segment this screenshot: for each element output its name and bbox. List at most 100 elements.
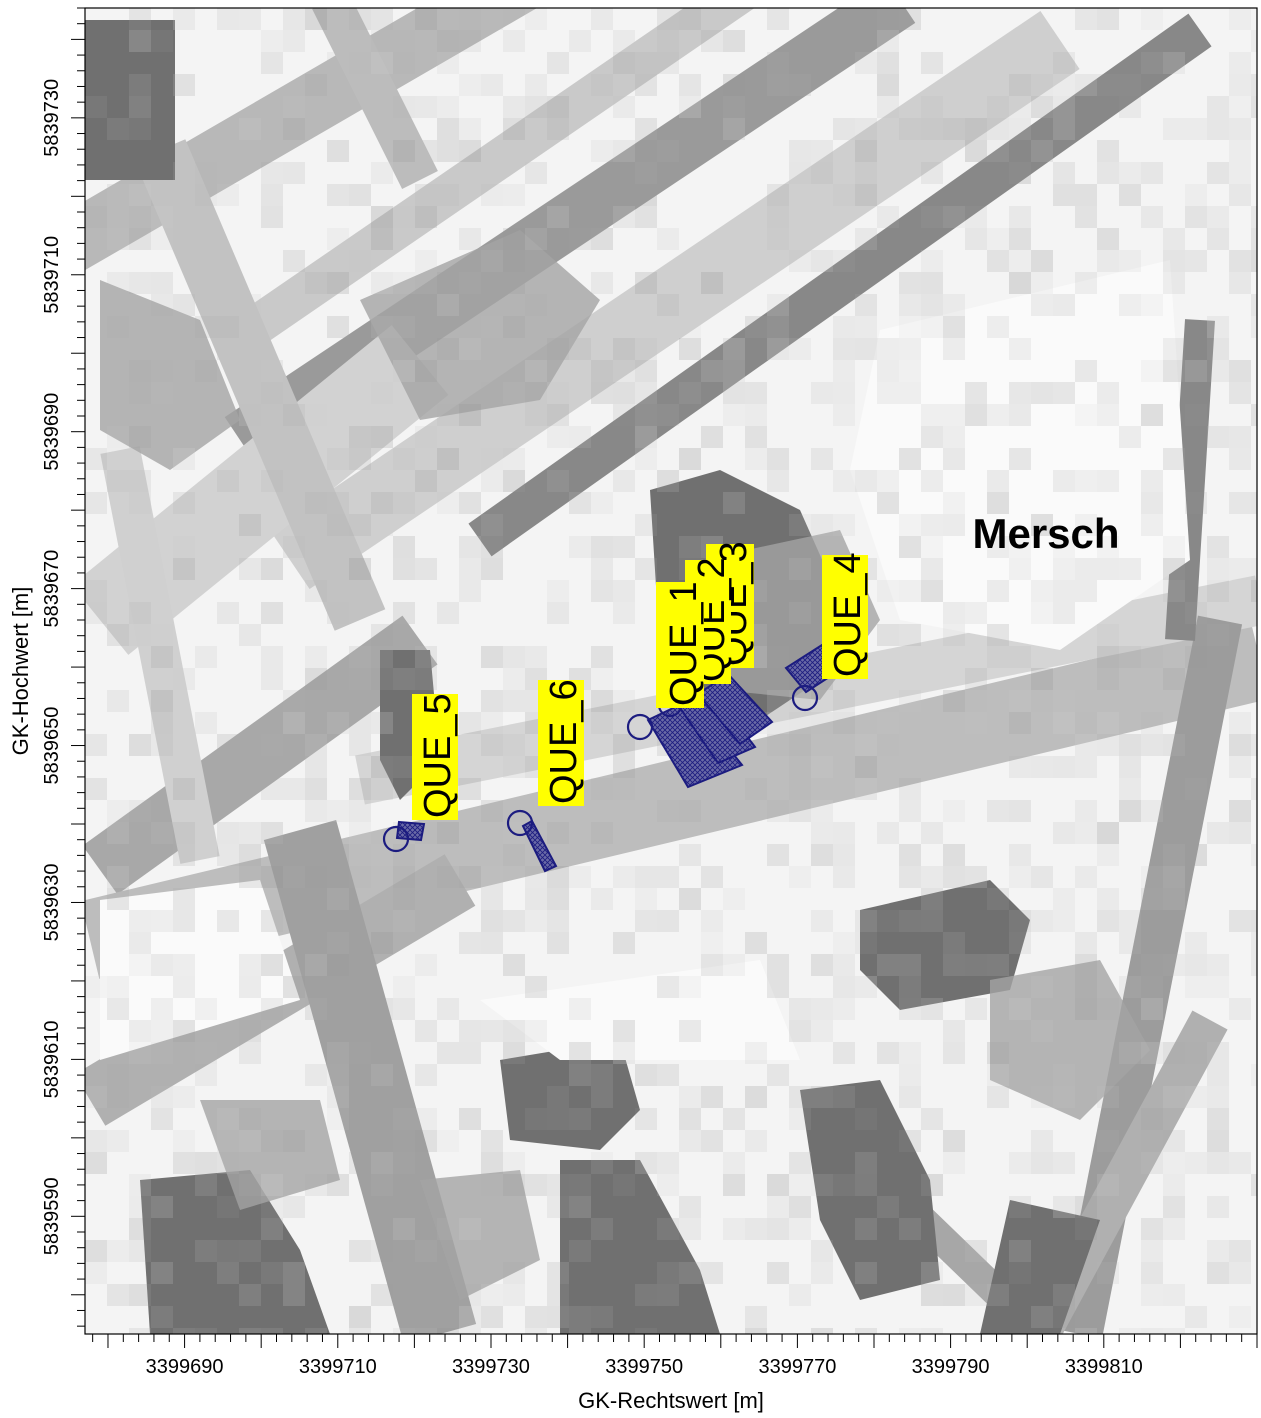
raster-cell [679,1020,701,1042]
source-marker-que-6[interactable] [506,809,534,837]
raster-cell [437,1130,459,1152]
raster-cell [327,1108,349,1130]
raster-cell [547,118,569,140]
raster-cell [129,74,151,96]
raster-cell [833,778,855,800]
raster-cell [415,1064,437,1086]
raster-cell [481,1174,503,1196]
raster-cell [261,206,283,228]
raster-cell [965,140,987,162]
raster-cell [283,1130,305,1152]
raster-cell [679,888,701,910]
raster-cell [1009,844,1031,866]
y-axis-title: GK-Hochwert [m] [8,587,33,756]
raster-cell [107,1130,129,1152]
raster-cell [1119,756,1141,778]
x-tick-label: 3399690 [146,1356,224,1378]
raster-cell [899,800,921,822]
raster-cell [239,844,261,866]
raster-cell [1229,118,1251,140]
raster-cell [129,800,151,822]
raster-cell [855,1174,877,1196]
raster-cell [415,470,437,492]
raster-cell [283,162,305,184]
raster-cell [503,448,525,470]
raster-cell [1163,734,1185,756]
raster-cell [657,866,679,888]
raster-cell [943,1240,965,1262]
raster-cell [349,558,371,580]
raster-cell [877,470,899,492]
raster-cell [1097,8,1119,30]
raster-cell [547,866,569,888]
source-marker-que-5[interactable] [382,825,410,853]
y-tick-label: 5839650 [41,707,63,785]
raster-cell [261,360,283,382]
source-area-que-5[interactable] [395,820,426,842]
raster-cell [569,1328,591,1334]
raster-cell [283,404,305,426]
raster-cell [1229,734,1251,756]
raster-cell [1097,74,1119,96]
raster-cell [415,8,437,30]
raster-cell [767,470,789,492]
raster-cell [239,1130,261,1152]
raster-cell [1163,558,1185,580]
raster-cell [349,8,371,30]
raster-cell [173,1152,195,1174]
raster-cell [1207,1240,1229,1262]
source-marker-que-1[interactable] [626,713,654,741]
raster-cell [437,866,459,888]
raster-cell [349,778,371,800]
raster-cell [393,492,415,514]
raster-cell [1031,580,1053,602]
raster-cell [921,162,943,184]
raster-cell [657,294,679,316]
raster-cell [767,1196,789,1218]
raster-cell [371,910,393,932]
raster-cell [327,844,349,866]
raster-cell [85,602,107,624]
raster-cell [921,580,943,602]
raster-cell [855,1152,877,1174]
raster-cell [591,492,613,514]
raster-cell [525,910,547,932]
raster-cell [503,228,525,250]
raster-cell [1185,360,1207,382]
raster-cell [1075,1328,1097,1334]
source-marker-que-4[interactable] [791,684,819,712]
raster-cell [767,1262,789,1284]
raster-cell [261,866,283,888]
raster-cell [393,888,415,910]
raster-cell [1053,162,1075,184]
label-que-1: QUE_1 [663,581,705,706]
raster-cell [305,778,327,800]
raster-cell [965,602,987,624]
raster-cell [811,514,833,536]
source-area-que-6[interactable] [521,819,558,873]
raster-cell [437,1042,459,1064]
raster-cell [1229,1306,1251,1328]
raster-cell [547,52,569,74]
raster-cell [1075,8,1097,30]
x-axis-ticks: 3399690 3399710 3399730 3399750 3399770 33997… [92,1334,1258,1378]
raster-cell [987,1086,1009,1108]
raster-cell [921,866,943,888]
raster-cell [1163,228,1185,250]
raster-cell [635,404,657,426]
raster-cell [173,162,195,184]
raster-cell [1053,536,1075,558]
raster-cell [789,712,811,734]
raster-cell [1229,52,1251,74]
raster-cell [547,382,569,404]
raster-cell [1163,888,1185,910]
raster-cell [173,844,195,866]
raster-cell [1097,1262,1119,1284]
raster-cell [899,338,921,360]
raster-cell [1229,426,1251,448]
raster-cell [327,602,349,624]
raster-cell [283,976,305,998]
raster-cell [745,1130,767,1152]
raster-cell [415,1108,437,1130]
raster-cell [481,1130,503,1152]
